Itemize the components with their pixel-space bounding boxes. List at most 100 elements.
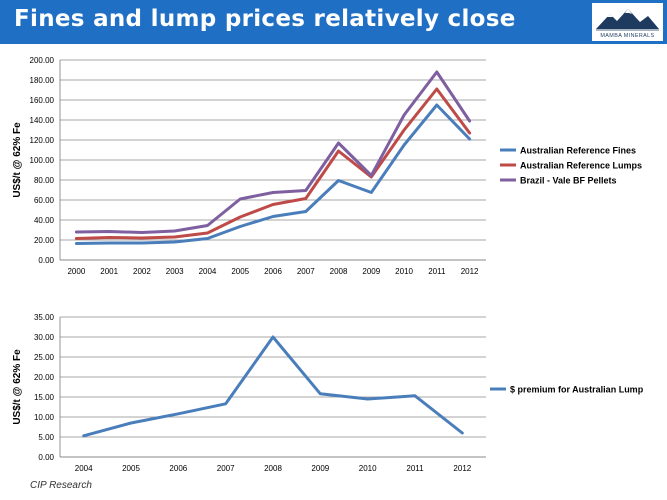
- x-tick-label: 2009: [362, 267, 380, 276]
- y-tick-label: 120.00: [30, 136, 55, 145]
- data-point: [304, 189, 307, 192]
- x-tick-label: 2001: [100, 267, 118, 276]
- data-point: [272, 203, 274, 206]
- y-axis-label: US$/t @ 62% Fe: [12, 349, 23, 425]
- data-point: [108, 242, 110, 244]
- y-tick-label: 160.00: [30, 96, 55, 105]
- x-tick-label: 2008: [264, 464, 282, 473]
- data-point: [224, 403, 227, 405]
- data-point: [82, 435, 85, 437]
- y-tick-label: 60.00: [34, 196, 55, 205]
- data-point: [206, 237, 209, 240]
- logo-text: MAMBA MINERALS: [600, 33, 654, 39]
- series-line-2-0: [82, 335, 464, 438]
- data-point: [304, 210, 307, 213]
- x-tick-label: 2009: [311, 464, 329, 473]
- legend-label: $ premium for Australian Lump: [510, 385, 644, 395]
- data-point: [337, 179, 340, 182]
- x-tick-label: 2006: [264, 267, 282, 276]
- data-point: [337, 150, 340, 152]
- slide-title: Fines and lump prices relatively close: [14, 6, 516, 32]
- data-point: [468, 120, 471, 122]
- data-point: [206, 224, 209, 227]
- y-tick-label: 0.00: [38, 453, 54, 462]
- data-point: [304, 197, 307, 200]
- legend-label: Australian Reference Fines: [520, 146, 636, 156]
- y-tick-label: 140.00: [30, 116, 55, 125]
- data-point: [461, 432, 464, 434]
- mountain-logo-icon: MAMBA MINERALS: [596, 9, 659, 39]
- data-point: [272, 215, 274, 218]
- y-tick-label: 35.00: [34, 313, 55, 322]
- data-point: [436, 71, 438, 73]
- data-point: [436, 88, 438, 90]
- data-point: [319, 393, 322, 395]
- data-point: [75, 242, 78, 245]
- company-logo: MAMBA MINERALS: [592, 3, 663, 41]
- data-point: [173, 241, 176, 243]
- data-point: [272, 191, 274, 194]
- x-tick-label: 2004: [199, 267, 217, 276]
- premium-chart: 0.00 5.00 10.00 15.00 20.00 25.00 30.00 35.00 20…: [12, 313, 644, 473]
- x-tick-label: 2011: [428, 267, 446, 276]
- y-tick-label: 25.00: [34, 353, 55, 362]
- data-point: [468, 132, 471, 134]
- data-point: [206, 232, 209, 234]
- y-tick-label: 200.00: [30, 56, 55, 65]
- data-point: [403, 144, 405, 146]
- y-tick-label: 40.00: [34, 216, 55, 225]
- data-point: [75, 237, 78, 240]
- source-note: CIP Research: [30, 480, 92, 491]
- data-point: [414, 395, 416, 397]
- data-point: [436, 104, 438, 106]
- y-tick-label: 0.00: [38, 256, 54, 265]
- y-tick-label: 180.00: [30, 76, 55, 85]
- y-tick-label: 10.00: [34, 413, 55, 422]
- data-point: [403, 129, 405, 131]
- data-point: [239, 216, 242, 218]
- y-tick-label: 100.00: [30, 156, 55, 165]
- data-point: [468, 138, 471, 140]
- x-tick-label: 2011: [406, 464, 424, 473]
- data-point: [75, 231, 78, 233]
- x-tick-label: 2006: [169, 464, 187, 473]
- data-point: [239, 225, 242, 228]
- data-point: [272, 336, 274, 338]
- data-point: [173, 230, 176, 232]
- x-tick-label: 2003: [166, 267, 184, 276]
- y-tick-label: 30.00: [34, 333, 55, 342]
- series-line-1-0: [74, 103, 472, 245]
- data-point: [108, 236, 110, 239]
- data-point: [130, 422, 132, 424]
- x-tick-label: 2000: [67, 267, 85, 276]
- x-tick-label: 2005: [231, 267, 249, 276]
- x-tick-label: 2002: [133, 267, 151, 276]
- data-point: [173, 236, 176, 238]
- x-tick-label: 2007: [297, 267, 315, 276]
- data-point: [177, 413, 180, 415]
- data-point: [370, 191, 373, 194]
- data-point: [403, 114, 405, 116]
- x-tick-label: 2008: [330, 267, 348, 276]
- y-tick-label: 15.00: [34, 393, 55, 402]
- data-point: [337, 142, 340, 144]
- data-point: [370, 174, 373, 177]
- x-tick-label: 2005: [122, 464, 140, 473]
- x-tick-label: 2012: [461, 267, 479, 276]
- x-tick-label: 2010: [359, 464, 377, 473]
- y-tick-label: 5.00: [38, 433, 54, 442]
- x-tick-label: 2007: [217, 464, 235, 473]
- y-axis-label: US$/t @ 62% Fe: [12, 122, 23, 198]
- y-tick-label: 20.00: [34, 373, 55, 382]
- x-tick-label: 2004: [75, 464, 93, 473]
- x-tick-label: 2012: [453, 464, 471, 473]
- data-point: [141, 237, 143, 239]
- data-point: [108, 230, 110, 233]
- legend-label: Brazil - Vale BF Pellets: [520, 176, 617, 186]
- data-point: [239, 198, 242, 200]
- data-point: [141, 242, 143, 244]
- data-point: [366, 398, 369, 400]
- title-banner: Fines and lump prices relatively close M…: [0, 0, 667, 44]
- y-tick-label: 80.00: [34, 176, 55, 185]
